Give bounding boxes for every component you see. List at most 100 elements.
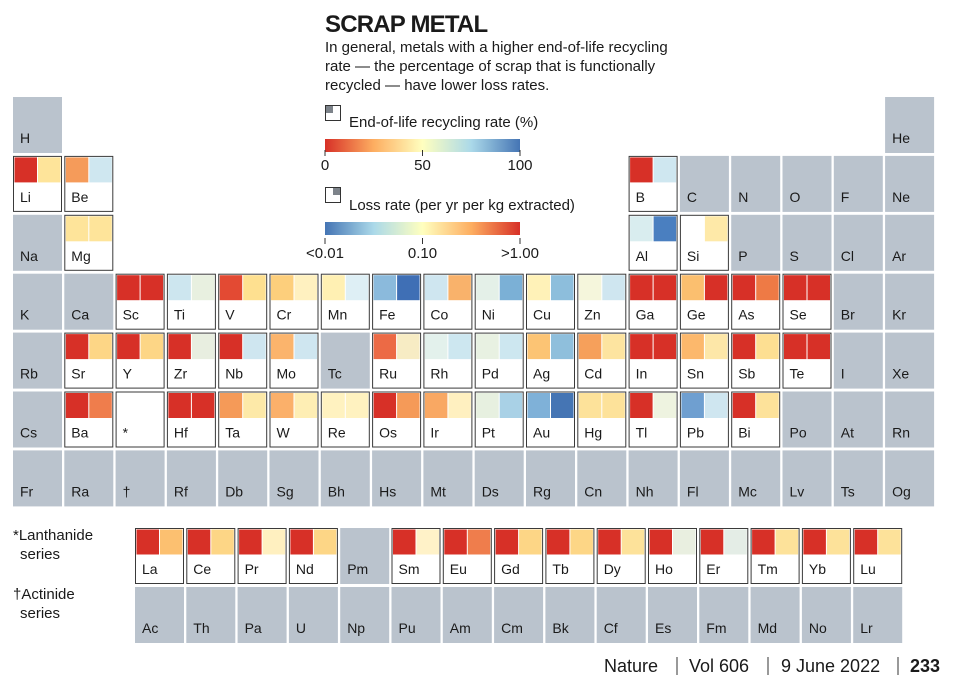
cell-box [13, 97, 62, 153]
recycling-rate-swatch [271, 334, 294, 360]
cell-box [526, 450, 575, 507]
recycling-rate-swatch [476, 334, 499, 360]
recycling-rate-swatch [117, 275, 140, 301]
element-cell: Tm [750, 528, 800, 584]
loss-rate-swatch [89, 334, 112, 360]
recycling-rate-swatch [187, 529, 211, 555]
element-cell: Si [679, 214, 729, 271]
element-cell: Zn [577, 273, 627, 330]
loss-rate-swatch [704, 216, 728, 242]
recycling-rate-swatch [373, 393, 397, 418]
cell-box [340, 587, 390, 643]
element-cell: Pu [391, 587, 441, 643]
element-symbol: Md [758, 620, 777, 636]
scale-label: 0 [321, 157, 329, 174]
element-symbol: Er [706, 561, 720, 577]
element-symbol: Tb [552, 561, 569, 577]
element-symbol: Ac [142, 620, 158, 636]
loss-rate-swatch [294, 275, 317, 301]
recycling-rate-swatch [219, 275, 243, 301]
element-cell: Dy [596, 528, 646, 584]
element-cell: Yb [801, 528, 851, 584]
element-cell: Md [750, 587, 800, 643]
element-cell: Cr [269, 273, 319, 330]
loss-rate-swatch [551, 393, 574, 418]
element-cell: N [731, 155, 781, 212]
cell-box [545, 587, 595, 643]
recycling-rate-swatch [65, 393, 89, 418]
element-cell: Mo [269, 332, 319, 389]
loss-rate-swatch [775, 529, 799, 555]
cell-box [269, 450, 319, 507]
element-symbol: * [123, 425, 129, 441]
recycling-rate-swatch [598, 529, 621, 555]
element-cell: Se [782, 273, 832, 330]
element-symbol: Mo [277, 366, 297, 382]
element-symbol: He [892, 130, 910, 146]
loss-rate-swatch [756, 275, 779, 301]
element-cell: Ba [64, 391, 114, 448]
loss-rate-swatch [551, 334, 574, 360]
element-symbol: Mc [738, 483, 757, 499]
legend-recycling: End-of-life recycling rate (%) [325, 105, 538, 152]
element-cell: Be [64, 155, 114, 212]
recycling-rate-swatch [65, 157, 89, 183]
journal: Nature [604, 656, 658, 676]
element-cell: Pr [237, 528, 287, 584]
element-symbol: Ce [193, 561, 211, 577]
recycling-rate-swatch [784, 275, 807, 301]
element-symbol: Eu [450, 561, 467, 577]
loss-rate-swatch [416, 529, 439, 555]
cell-box [166, 450, 216, 507]
cell-box [885, 391, 935, 448]
recycling-rate-swatch [290, 529, 313, 555]
element-symbol: Cl [841, 248, 854, 264]
recycling-rate-swatch [424, 393, 448, 418]
element-symbol: Ni [482, 307, 495, 323]
element-symbol: Rf [174, 483, 188, 499]
subtitle: rate — the percentage of scrap that is f… [325, 58, 656, 75]
loss-rate-swatch [89, 157, 112, 183]
element-symbol: Lr [860, 620, 873, 636]
element-cell: O [782, 155, 832, 212]
element-cell: At [833, 391, 883, 448]
loss-rate-swatch [140, 334, 164, 360]
element-cell: Au [526, 391, 575, 448]
element-symbol: Np [347, 620, 365, 636]
element-symbol: Te [790, 366, 805, 382]
loss-rate-swatch [499, 393, 523, 418]
loss-rate-swatch [345, 275, 369, 301]
recycling-rate-swatch [322, 275, 345, 301]
cell-box [648, 587, 697, 643]
element-symbol: Ts [841, 483, 855, 499]
recycling-rate-swatch [14, 157, 37, 183]
cell-box [750, 587, 800, 643]
loss-rate-swatch [499, 275, 523, 301]
loss-rate-swatch [499, 334, 523, 360]
element-symbol: Sm [399, 561, 420, 577]
element-symbol: Tl [636, 425, 648, 441]
recycling-rate-swatch [322, 393, 345, 418]
scale-label: <0.01 [306, 245, 344, 262]
recycling-rate-swatch [168, 275, 191, 301]
element-symbol: Na [20, 248, 38, 264]
cell-box [577, 450, 627, 507]
loss-rate-swatch [397, 393, 420, 418]
element-cell: Mc [731, 450, 781, 507]
element-symbol: Rg [533, 483, 551, 499]
element-symbol: Si [687, 248, 699, 264]
element-cell: Br [833, 273, 883, 330]
element-cell: Rh [423, 332, 473, 389]
element-symbol: At [841, 425, 854, 441]
cell-box [731, 450, 781, 507]
scale-label: >1.00 [501, 245, 539, 262]
cell-box [13, 391, 62, 448]
element-symbol: S [790, 248, 799, 264]
element-cell: Mt [423, 450, 473, 507]
recycling-rate-swatch [630, 157, 653, 183]
element-cell: H [13, 97, 62, 153]
element-cell: Rn [885, 391, 935, 448]
recycling-rate-swatch [854, 529, 878, 555]
element-cell: Pm [340, 528, 390, 584]
element-symbol: Pu [399, 620, 416, 636]
